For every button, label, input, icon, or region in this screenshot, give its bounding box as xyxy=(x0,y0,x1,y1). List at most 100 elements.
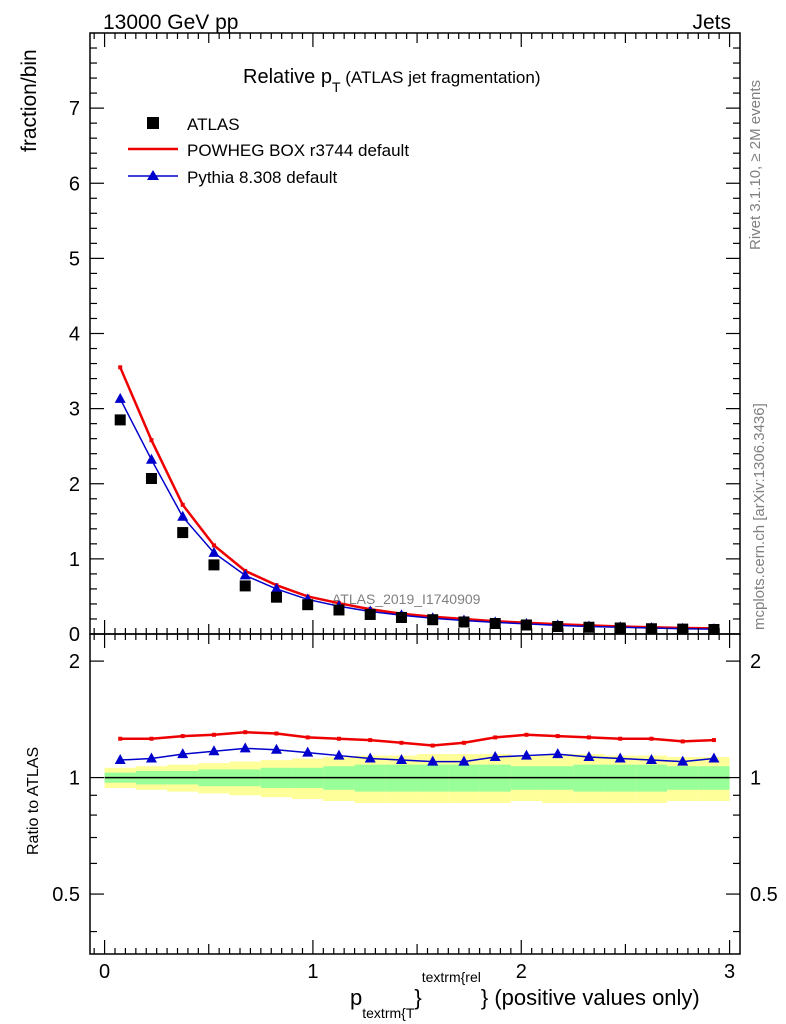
x-axis-label-close: } xyxy=(481,985,488,1010)
powheg-ratio-point xyxy=(555,734,560,739)
atlas-data-point xyxy=(145,472,157,484)
series-markers xyxy=(114,365,720,766)
atlas-data-point xyxy=(395,611,407,623)
atlas-data-point xyxy=(583,621,595,633)
x-tick-label: 2 xyxy=(516,961,527,983)
main-y-tick-label: 0 xyxy=(69,624,80,646)
powheg-ratio-point xyxy=(149,736,154,741)
axes: 0 1 2 3 0 1 2 3 4 5 6 7 0.5 0.5 1 1 2 2 xyxy=(52,33,778,983)
atlas-data-point xyxy=(489,617,501,629)
pythia-main-point xyxy=(208,546,220,557)
atlas-data-point xyxy=(177,527,189,539)
pythia-ratio-point xyxy=(302,746,314,757)
powheg-ratio-point xyxy=(305,735,310,740)
plot-title-subscript: T xyxy=(332,79,341,95)
plot-title-rest: (ATLAS jet fragmentation) xyxy=(341,68,541,87)
powheg-ratio-line xyxy=(120,730,715,747)
atlas-data-point xyxy=(270,591,282,603)
atlas-data-point xyxy=(614,622,626,634)
main-y-tick-label: 3 xyxy=(69,399,80,421)
pythia-ratio-point xyxy=(583,751,595,762)
x-axis-label-p: p xyxy=(350,985,362,1010)
pythia-ratio-point xyxy=(333,749,345,760)
ratio-y-tick-label-left: 2 xyxy=(69,651,80,673)
x-axis-label-sub: textrm{T xyxy=(362,1005,415,1021)
legend-powheg-label: POWHEG BOX r3744 default xyxy=(187,141,409,160)
pythia-ratio-point xyxy=(239,742,251,753)
pythia-main-point xyxy=(114,392,126,403)
powheg-ratio-point xyxy=(680,739,685,744)
powheg-ratio-point xyxy=(649,736,654,741)
atlas-data-point xyxy=(708,623,720,635)
atlas-data-point xyxy=(239,580,251,592)
plot-title: Relative pT (ATLAS jet fragmentation) xyxy=(243,66,541,95)
atlas-data-point xyxy=(364,608,376,620)
pythia-main-point xyxy=(177,510,189,521)
powheg-ratio-point xyxy=(524,732,529,737)
pythia-ratio-point xyxy=(458,755,470,766)
ratio-y-tick-label-right: 2 xyxy=(750,651,761,673)
x-axis-label-rest: (positive values only) xyxy=(488,985,700,1010)
pythia-ratio-point xyxy=(520,749,532,760)
category-label: Jets xyxy=(692,11,731,34)
pythia-ratio-point xyxy=(145,752,157,763)
ratio-y-tick-label-right: 0.5 xyxy=(750,884,778,906)
atlas-data-point xyxy=(677,623,689,635)
main-y-tick-label: 5 xyxy=(69,248,80,270)
powheg-ratio-point xyxy=(118,736,123,741)
pythia-ratio-point xyxy=(489,751,501,762)
legend-data-marker xyxy=(147,117,159,129)
powheg-ratio-point xyxy=(211,732,216,737)
rivet-version-label: Rivet 3.1.10, ≥ 2M events xyxy=(747,80,764,250)
pythia-ratio-point xyxy=(552,748,564,759)
x-tick-label: 0 xyxy=(99,961,110,983)
pythia-ratio-point xyxy=(645,754,657,765)
energy-label: 13000 GeV pp xyxy=(103,11,238,34)
atlas-data-point xyxy=(302,599,314,611)
atlas-data-point xyxy=(520,619,532,631)
pythia-ratio-point xyxy=(114,754,126,765)
powheg-ratio-point xyxy=(399,740,404,745)
pythia-main-point xyxy=(239,569,251,580)
ratio-y-tick-label-left: 1 xyxy=(69,768,80,790)
pythia-ratio-line xyxy=(120,747,715,763)
pythia-main-point xyxy=(270,582,282,593)
analysis-watermark: ATLAS_2019_I1740909 xyxy=(332,591,481,607)
powheg-main-point xyxy=(180,502,185,507)
pythia-ratio-point xyxy=(395,754,407,765)
plot-title-main: Relative p xyxy=(243,66,332,88)
powheg-main-point xyxy=(211,543,216,548)
atlas-data-point xyxy=(208,559,220,571)
pythia-ratio-point xyxy=(208,745,220,756)
powheg-ratio-point xyxy=(461,740,466,745)
main-y-axis-label: fraction/bin xyxy=(18,49,41,152)
ratio-y-axis-label: Ratio to ATLAS xyxy=(25,747,42,855)
legend-data-label: ATLAS xyxy=(187,115,240,134)
x-tick-label: 1 xyxy=(307,961,318,983)
powheg-main-point xyxy=(149,438,154,443)
main-y-tick-label: 2 xyxy=(69,474,80,496)
pythia-ratio-point xyxy=(364,752,376,763)
pythia-ratio-point xyxy=(177,748,189,759)
x-axis-label-sup: textrm{rel xyxy=(422,969,481,985)
powheg-ratio-point xyxy=(586,735,591,740)
ratio-y-tick-label-left: 0.5 xyxy=(52,884,80,906)
main-y-tick-label: 7 xyxy=(69,98,80,120)
atlas-data-point xyxy=(645,623,657,635)
pythia-main-point xyxy=(145,453,157,464)
powheg-ratio-point xyxy=(274,731,279,736)
powheg-ratio-point xyxy=(243,730,248,735)
ratio-plot-frame xyxy=(89,633,741,955)
mcplots-label: mcplots.cern.ch [arXiv:1306.3436] xyxy=(751,403,768,630)
powheg-main-line xyxy=(119,366,714,630)
main-y-tick-label: 1 xyxy=(69,549,80,571)
powheg-main-point xyxy=(118,365,123,370)
ratio-y-tick-label-right: 1 xyxy=(750,768,761,790)
x-axis-label-brace: } xyxy=(414,985,421,1010)
powheg-ratio-point xyxy=(368,738,373,743)
powheg-ratio-point xyxy=(180,734,185,739)
atlas-data-point xyxy=(427,614,439,626)
powheg-ratio-point xyxy=(493,735,498,740)
main-y-tick-label: 4 xyxy=(69,324,80,346)
